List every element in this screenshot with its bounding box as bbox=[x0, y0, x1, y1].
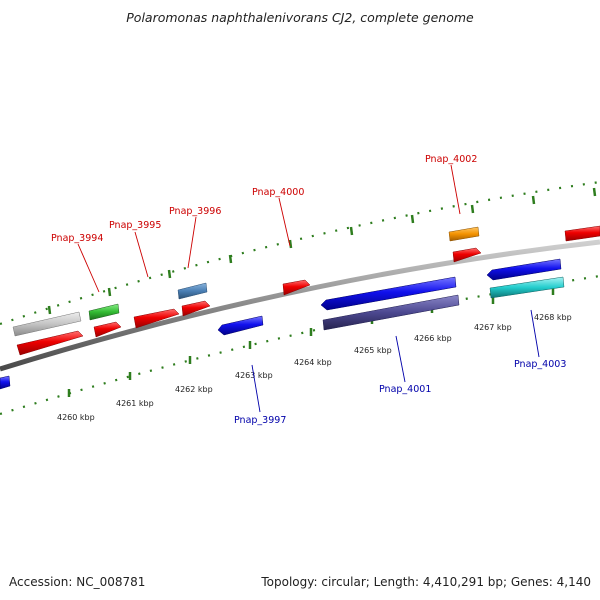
gene-feature[interactable] bbox=[16, 330, 84, 356]
upper-tick bbox=[410, 214, 415, 224]
leader-line-pnap-4000 bbox=[278, 197, 291, 247]
genome-backbone bbox=[0, 239, 600, 372]
gene-feature-pnap-4001[interactable] bbox=[322, 294, 460, 331]
reverse-gene-labels: Pnap_3997 Pnap_4001 Pnap_4003 bbox=[234, 359, 566, 426]
leader-line-pnap-4002 bbox=[450, 164, 461, 215]
gene-label-pnap-3994[interactable]: Pnap_3994 bbox=[51, 233, 103, 244]
gene-label-pnap-4003[interactable]: Pnap_4003 bbox=[514, 359, 566, 370]
forward-gene-labels: Pnap_3994 Pnap_3995 Pnap_3996 Pnap_4000 … bbox=[51, 154, 477, 244]
upper-tick bbox=[107, 287, 112, 297]
upper-major-ticks bbox=[47, 187, 597, 315]
forward-inner-features bbox=[16, 247, 482, 356]
lower-major-ticks bbox=[67, 287, 555, 397]
upper-tick bbox=[349, 226, 354, 236]
reverse-leader-lines bbox=[251, 309, 540, 413]
leader-line-pnap-3995 bbox=[134, 231, 149, 278]
upper-tick bbox=[228, 254, 233, 264]
upper-tick bbox=[592, 187, 597, 197]
upper-tick bbox=[47, 305, 52, 315]
gene-feature-pnap-3994[interactable] bbox=[88, 303, 120, 321]
scale-label: 4264 kbp bbox=[294, 358, 332, 367]
reverse-features bbox=[0, 258, 565, 390]
gene-label-pnap-4000[interactable]: Pnap_4000 bbox=[252, 187, 304, 198]
forward-outer-features bbox=[12, 225, 600, 337]
gene-feature-pnap-4003[interactable] bbox=[486, 258, 562, 281]
gene-label-pnap-4002[interactable]: Pnap_4002 bbox=[425, 154, 477, 165]
gene-feature-pnap-4003[interactable] bbox=[489, 276, 565, 299]
gene-feature-pnap-3995[interactable] bbox=[133, 308, 180, 329]
scale-label: 4262 kbp bbox=[175, 385, 213, 394]
gene-feature-pnap-4002[interactable] bbox=[448, 226, 480, 242]
leader-line-pnap-4003 bbox=[530, 309, 540, 358]
scale-label: 4268 kbp bbox=[534, 313, 572, 322]
gene-feature[interactable] bbox=[12, 311, 82, 337]
leader-line-pnap-3994 bbox=[77, 243, 100, 293]
upper-tick bbox=[531, 195, 536, 205]
gene-feature-pnap-3996[interactable] bbox=[177, 282, 208, 300]
gene-feature-pnap-3996[interactable] bbox=[181, 300, 211, 317]
gene-feature-pnap-3994[interactable] bbox=[93, 321, 122, 338]
upper-tick bbox=[288, 239, 293, 249]
genome-summary-text: Topology: circular; Length: 4,410,291 bp… bbox=[261, 575, 591, 589]
leader-line-pnap-3997 bbox=[251, 364, 261, 413]
upper-tick bbox=[167, 269, 172, 279]
gene-feature-pnap-4001[interactable] bbox=[320, 276, 457, 311]
map-title: Polaromonas naphthalenivorans CJ2, compl… bbox=[126, 10, 474, 25]
accession-text: Accession: NC_008781 bbox=[9, 575, 146, 589]
scale-label: 4260 kbp bbox=[57, 413, 95, 422]
gene-label-pnap-3995[interactable]: Pnap_3995 bbox=[109, 220, 161, 231]
scale-label: 4266 kbp bbox=[414, 334, 452, 343]
scale-label: 4261 kbp bbox=[116, 399, 154, 408]
leader-line-pnap-4001 bbox=[395, 335, 406, 383]
gene-label-pnap-3996[interactable]: Pnap_3996 bbox=[169, 206, 221, 217]
gene-feature-pnap-4000[interactable] bbox=[282, 279, 311, 296]
gene-feature[interactable] bbox=[0, 375, 11, 390]
upper-tick bbox=[470, 204, 475, 214]
gene-feature-pnap-4002[interactable] bbox=[452, 247, 482, 263]
leader-line-pnap-3996 bbox=[187, 216, 197, 269]
gene-label-pnap-3997[interactable]: Pnap_3997 bbox=[234, 415, 286, 426]
scale-label: 4267 kbp bbox=[474, 323, 512, 332]
gene-label-pnap-4001[interactable]: Pnap_4001 bbox=[379, 384, 431, 395]
forward-leader-lines bbox=[77, 164, 461, 293]
scale-label: 4265 kbp bbox=[354, 346, 392, 355]
gene-feature-pnap-3997[interactable] bbox=[217, 315, 264, 336]
gene-feature[interactable] bbox=[564, 225, 600, 242]
